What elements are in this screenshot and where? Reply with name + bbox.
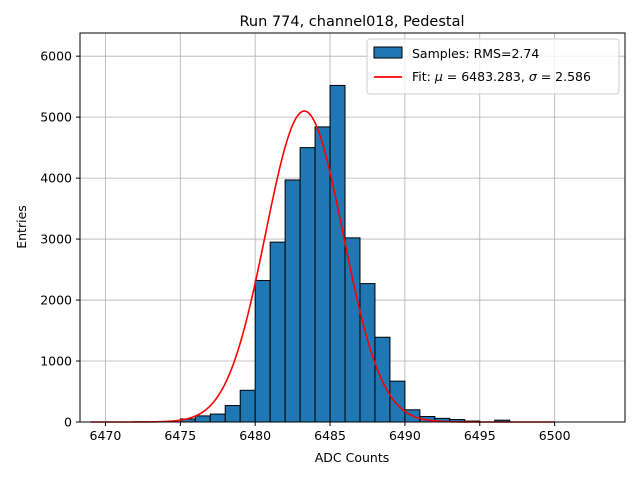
- histogram-bar: [299, 147, 316, 423]
- x-tick-label: 6495: [464, 428, 496, 443]
- histogram-bar: [209, 413, 226, 423]
- x-tick-label: 6490: [389, 428, 421, 443]
- x-tick-label: 6500: [539, 428, 571, 443]
- histogram-bars: [179, 84, 511, 423]
- legend-histogram-swatch: [373, 46, 403, 59]
- histogram-bar: [314, 126, 331, 423]
- legend-histogram-label: Samples: RMS=2.74: [412, 46, 539, 61]
- y-tick-label: 4000: [40, 171, 72, 186]
- histogram-bar: [359, 283, 376, 423]
- y-tick-label: 0: [64, 415, 72, 430]
- histogram-bar: [269, 241, 286, 423]
- x-tick-label: 6480: [239, 428, 271, 443]
- y-tick-label: 5000: [40, 110, 72, 125]
- y-tick-label: 3000: [40, 232, 72, 247]
- y-tick-label: 1000: [40, 354, 72, 369]
- legend-fit-label: Fit: μ = 6483.283, σ = 2.586: [412, 69, 591, 84]
- x-tick-label: 6475: [164, 428, 196, 443]
- x-tick-label: 6470: [90, 428, 122, 443]
- y-axis-ticks: 0 1000 2000 3000 4000 5000 6000: [40, 49, 80, 430]
- histogram-bar: [284, 179, 301, 423]
- x-axis-ticks: 6470 6475 6480 6485 6490 6495 6500: [90, 422, 571, 443]
- y-tick-label: 2000: [40, 293, 72, 308]
- histogram-bar: [344, 237, 361, 423]
- legend-frame: [366, 38, 620, 95]
- plot-frame: [79, 32, 626, 423]
- y-tick-label: 6000: [40, 49, 72, 64]
- y-axis-label: Entries: [14, 205, 29, 249]
- histogram-bar: [329, 84, 346, 423]
- legend: Samples: RMS=2.74 Fit: μ = 6483.283, σ =…: [366, 38, 620, 95]
- histogram-bar: [389, 380, 406, 423]
- chart-title: Run 774, channel018, Pedestal: [239, 14, 464, 30]
- histogram-bar: [224, 405, 241, 423]
- histogram-bar: [194, 415, 211, 423]
- histogram-bar: [254, 280, 271, 423]
- histogram-bar: [239, 389, 256, 423]
- x-axis-label: ADC Counts: [315, 450, 390, 465]
- x-tick-label: 6485: [314, 428, 346, 443]
